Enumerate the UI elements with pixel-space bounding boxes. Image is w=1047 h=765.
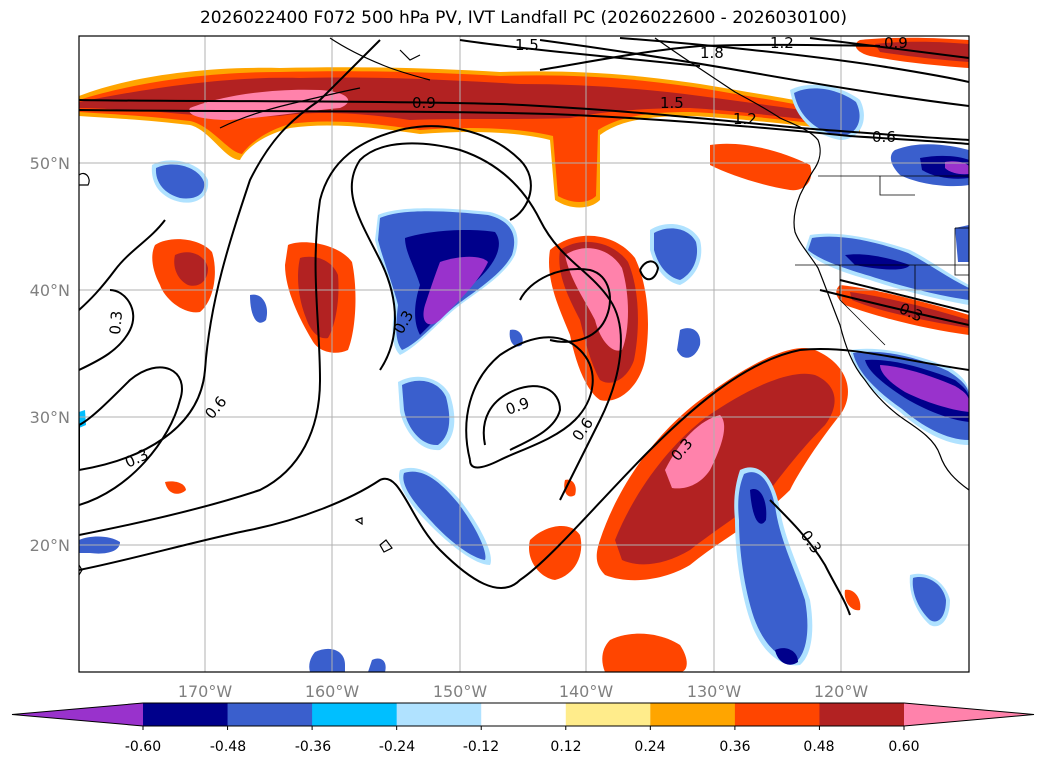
colorbar-segment	[650, 703, 736, 726]
colorbar-tick-label: 0.60	[888, 739, 919, 755]
map-frame	[78, 35, 970, 673]
gridlines	[79, 36, 969, 672]
lon-label-140w: 140°W	[559, 682, 614, 701]
colorbar-tick-label: 0.48	[803, 739, 834, 755]
contour-label: 1.2	[733, 110, 757, 128]
contour-label: 1.5	[515, 36, 539, 54]
coastlines	[79, 37, 969, 576]
colorbar-tick-label: -0.24	[379, 739, 415, 755]
lat-label-50n: 50°N	[30, 154, 70, 173]
lon-label-120w: 120°W	[814, 682, 869, 701]
lon-label-150w: 150°W	[433, 682, 488, 701]
lon-label-130w: 130°W	[687, 682, 742, 701]
contour-label: 0.9	[412, 94, 436, 112]
lat-label-20n: 20°N	[30, 536, 70, 555]
positive-pv-shading	[79, 37, 969, 672]
colorbar-tick-label: 0.12	[550, 739, 581, 755]
colorbar-tick-label: -0.60	[125, 739, 161, 755]
latitude-labels: 20°N 30°N 40°N 50°N	[30, 154, 70, 555]
state-borders	[795, 175, 969, 346]
contour-label: 1.5	[660, 94, 684, 112]
contour-label: 0.6	[872, 128, 896, 146]
map-title: 2026022400 F072 500 hPa PV, IVT Landfall…	[199, 8, 847, 28]
colorbar-segment	[312, 703, 398, 726]
contour-label: 0.9	[884, 34, 908, 52]
colorbar	[11, 702, 1035, 730]
colorbar-tick-label: -0.36	[295, 739, 331, 755]
colorbar-tick-label: -0.12	[463, 739, 499, 755]
colorbar-tick-label: 0.36	[719, 739, 750, 755]
contour-label: 1.2	[770, 34, 794, 52]
colorbar-segment	[565, 703, 651, 726]
longitude-labels: 170°W 160°W 150°W 140°W 130°W 120°W	[178, 682, 869, 701]
colorbar-tick-label: 0.24	[634, 739, 665, 755]
negative-pv-shading	[79, 84, 969, 672]
colorbar-tick-label: -0.48	[210, 739, 246, 755]
lat-label-40n: 40°N	[30, 281, 70, 300]
lon-label-160w: 160°W	[305, 682, 360, 701]
colorbar-segment	[481, 703, 567, 726]
pv-contours	[79, 37, 969, 616]
lat-label-30n: 30°N	[30, 408, 70, 427]
colorbar-segment	[143, 703, 229, 726]
colorbar-tick-labels: -0.60 -0.48 -0.36 -0.24 -0.12 0.12 0.24 …	[125, 739, 920, 755]
map-plot-area: 1.5 1.8 1.2 0.9 1.5 1.2 0.6 0.9 0.3 0.6 …	[79, 34, 969, 672]
colorbar-segment	[819, 703, 905, 726]
colorbar-extend-high	[904, 703, 1034, 726]
contour-label: 0.3	[106, 310, 126, 335]
contour-label: 1.8	[700, 44, 724, 62]
colorbar-extend-low	[12, 703, 143, 726]
colorbar-segment	[227, 703, 313, 726]
lon-label-170w: 170°W	[178, 682, 233, 701]
colorbar-segment	[396, 703, 482, 726]
colorbar-segment	[734, 703, 820, 726]
